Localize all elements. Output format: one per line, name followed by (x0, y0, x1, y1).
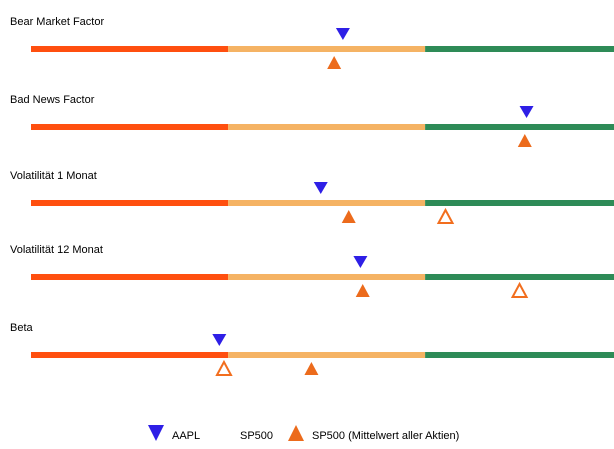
legend-sp500-label: SP500 (240, 430, 273, 442)
scale-segment (31, 274, 229, 280)
sp500-mean-marker (327, 56, 342, 69)
scale-segment (31, 200, 229, 206)
scale-segment (31, 46, 229, 52)
sp500-mean-marker (355, 284, 370, 297)
scale-segment (228, 352, 426, 358)
row-label: Bad News Factor (10, 94, 95, 106)
scale-segment (425, 46, 614, 52)
scale-segment (31, 124, 229, 130)
aapl-marker (313, 182, 328, 194)
scale-segment (228, 200, 426, 206)
legend-aapl-label: AAPL (172, 430, 200, 442)
scale-segment (228, 46, 426, 52)
sp500-mean-marker (341, 210, 356, 223)
scale-segment (228, 124, 426, 130)
aapl-marker (353, 256, 368, 268)
scale-segment (425, 124, 614, 130)
aapl-marker (212, 334, 227, 346)
legend-sp500-mean-icon (288, 425, 304, 441)
sp500-mean-marker (304, 362, 319, 375)
aapl-marker (335, 28, 350, 40)
sp500-marker (215, 359, 233, 376)
legend-aapl-icon (148, 425, 164, 441)
row-label: Volatilität 1 Monat (10, 170, 97, 182)
row-label: Bear Market Factor (10, 16, 104, 28)
legend-sp500-mean-label: SP500 (Mittelwert aller Aktien) (312, 430, 459, 442)
row-label: Volatilität 12 Monat (10, 244, 103, 256)
aapl-marker (519, 106, 534, 118)
row-label: Beta (10, 322, 34, 334)
scale-segment (425, 352, 614, 358)
scale-segment (425, 274, 614, 280)
sp500-marker (436, 207, 455, 224)
scale-segment (31, 352, 229, 358)
sp500-marker (510, 281, 529, 298)
sp500-mean-marker (517, 134, 532, 147)
scale-segment (228, 274, 426, 280)
scale-segment (425, 200, 614, 206)
